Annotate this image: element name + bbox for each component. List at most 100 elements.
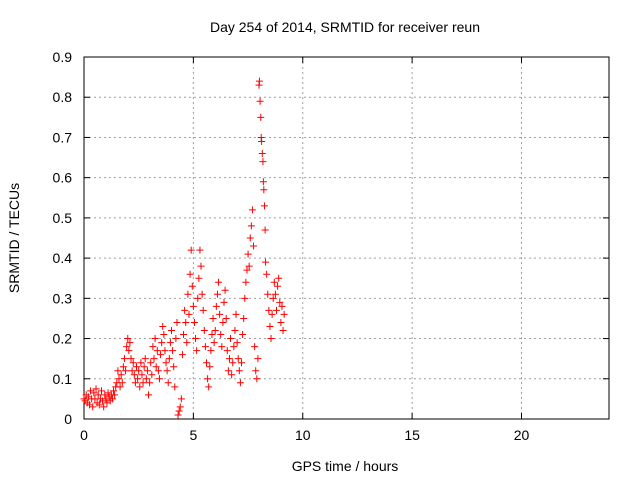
data-point	[150, 355, 158, 363]
data-point	[216, 310, 224, 318]
data-point	[127, 355, 135, 363]
data-point	[174, 411, 182, 419]
x-tick-label: 10	[295, 427, 311, 443]
data-point	[247, 222, 255, 230]
data-point	[182, 318, 190, 326]
y-tick-label: 0.9	[53, 49, 73, 65]
y-axis-label: SRMTID / TECUs	[6, 183, 22, 293]
data-point	[206, 363, 214, 371]
data-point	[198, 290, 206, 298]
data-point	[138, 371, 146, 379]
x-axis-label: GPS time / hours	[292, 458, 399, 474]
data-point	[223, 347, 231, 355]
y-tick-label: 0.4	[53, 250, 73, 266]
data-point	[190, 318, 198, 326]
data-point	[181, 306, 189, 314]
data-point	[219, 318, 227, 326]
data-point	[125, 347, 133, 355]
data-point	[246, 234, 254, 242]
data-point	[263, 270, 271, 278]
data-point	[157, 351, 165, 359]
y-tick-label: 0.8	[53, 89, 73, 105]
data-point	[153, 347, 161, 355]
data-point	[140, 363, 148, 371]
data-point	[232, 310, 240, 318]
x-tick-label: 20	[514, 427, 530, 443]
data-point	[177, 395, 185, 403]
data-point	[178, 351, 186, 359]
data-point	[118, 379, 126, 387]
data-point	[242, 278, 250, 286]
data-point	[136, 383, 144, 391]
data-point	[235, 367, 243, 375]
data-point	[224, 367, 232, 375]
data-point	[221, 286, 229, 294]
data-point	[211, 327, 219, 335]
data-point	[250, 242, 258, 250]
data-point	[265, 306, 273, 314]
data-point	[253, 375, 261, 383]
data-point	[199, 306, 207, 314]
data-point	[207, 347, 215, 355]
data-point	[173, 318, 181, 326]
data-point	[252, 367, 260, 375]
data-point	[200, 327, 208, 335]
x-tick-label: 0	[80, 427, 88, 443]
data-point	[248, 206, 256, 214]
data-point	[273, 306, 280, 314]
data-point	[187, 246, 195, 254]
data-point	[155, 375, 163, 383]
data-point	[165, 355, 173, 363]
data-point	[188, 282, 196, 290]
data-point	[128, 367, 136, 375]
data-point	[98, 387, 105, 395]
data-point	[89, 403, 97, 411]
y-tick-label: 0	[64, 411, 72, 427]
data-point	[152, 363, 160, 371]
data-point	[169, 347, 177, 355]
data-point	[212, 302, 220, 310]
data-point	[256, 97, 264, 105]
data-point	[209, 314, 217, 322]
data-point	[116, 383, 124, 391]
data-point	[142, 375, 150, 383]
data-point	[267, 335, 275, 343]
data-point	[192, 335, 200, 343]
data-point	[243, 266, 251, 274]
data-point	[94, 391, 102, 399]
y-axis-ticks: 0 0.1 0.2 0.3 0.4 0.5 0.6 0.7 0.8 0.9	[53, 49, 609, 427]
data-point	[195, 274, 203, 282]
data-point	[114, 367, 122, 375]
data-point	[197, 262, 205, 270]
y-tick-label: 0.1	[53, 371, 73, 387]
data-point	[146, 379, 154, 387]
data-point	[218, 343, 226, 351]
data-point	[261, 226, 269, 234]
data-point	[108, 395, 116, 403]
data-point	[193, 347, 201, 355]
data-point	[241, 294, 249, 302]
data-point	[183, 339, 191, 347]
x-tick-label: 15	[404, 427, 420, 443]
data-point	[161, 347, 169, 355]
data-point	[164, 379, 172, 387]
data-point	[170, 363, 178, 371]
data-point	[147, 359, 155, 367]
data-point	[259, 158, 267, 166]
data-point	[220, 298, 228, 306]
data-point	[260, 186, 268, 194]
data-point	[245, 262, 253, 270]
data-point	[240, 314, 248, 322]
x-axis-ticks: 0 5 10 15 20	[80, 57, 529, 443]
data-point	[258, 137, 266, 145]
data-point	[123, 343, 131, 351]
data-point	[133, 363, 140, 371]
data-point	[238, 359, 245, 367]
data-point	[258, 150, 266, 158]
y-tick-label: 0.2	[53, 331, 73, 347]
data-point	[228, 371, 236, 379]
y-tick-label: 0.6	[53, 170, 73, 186]
data-point	[120, 355, 128, 363]
data-point	[172, 335, 180, 343]
data-point	[259, 178, 267, 186]
